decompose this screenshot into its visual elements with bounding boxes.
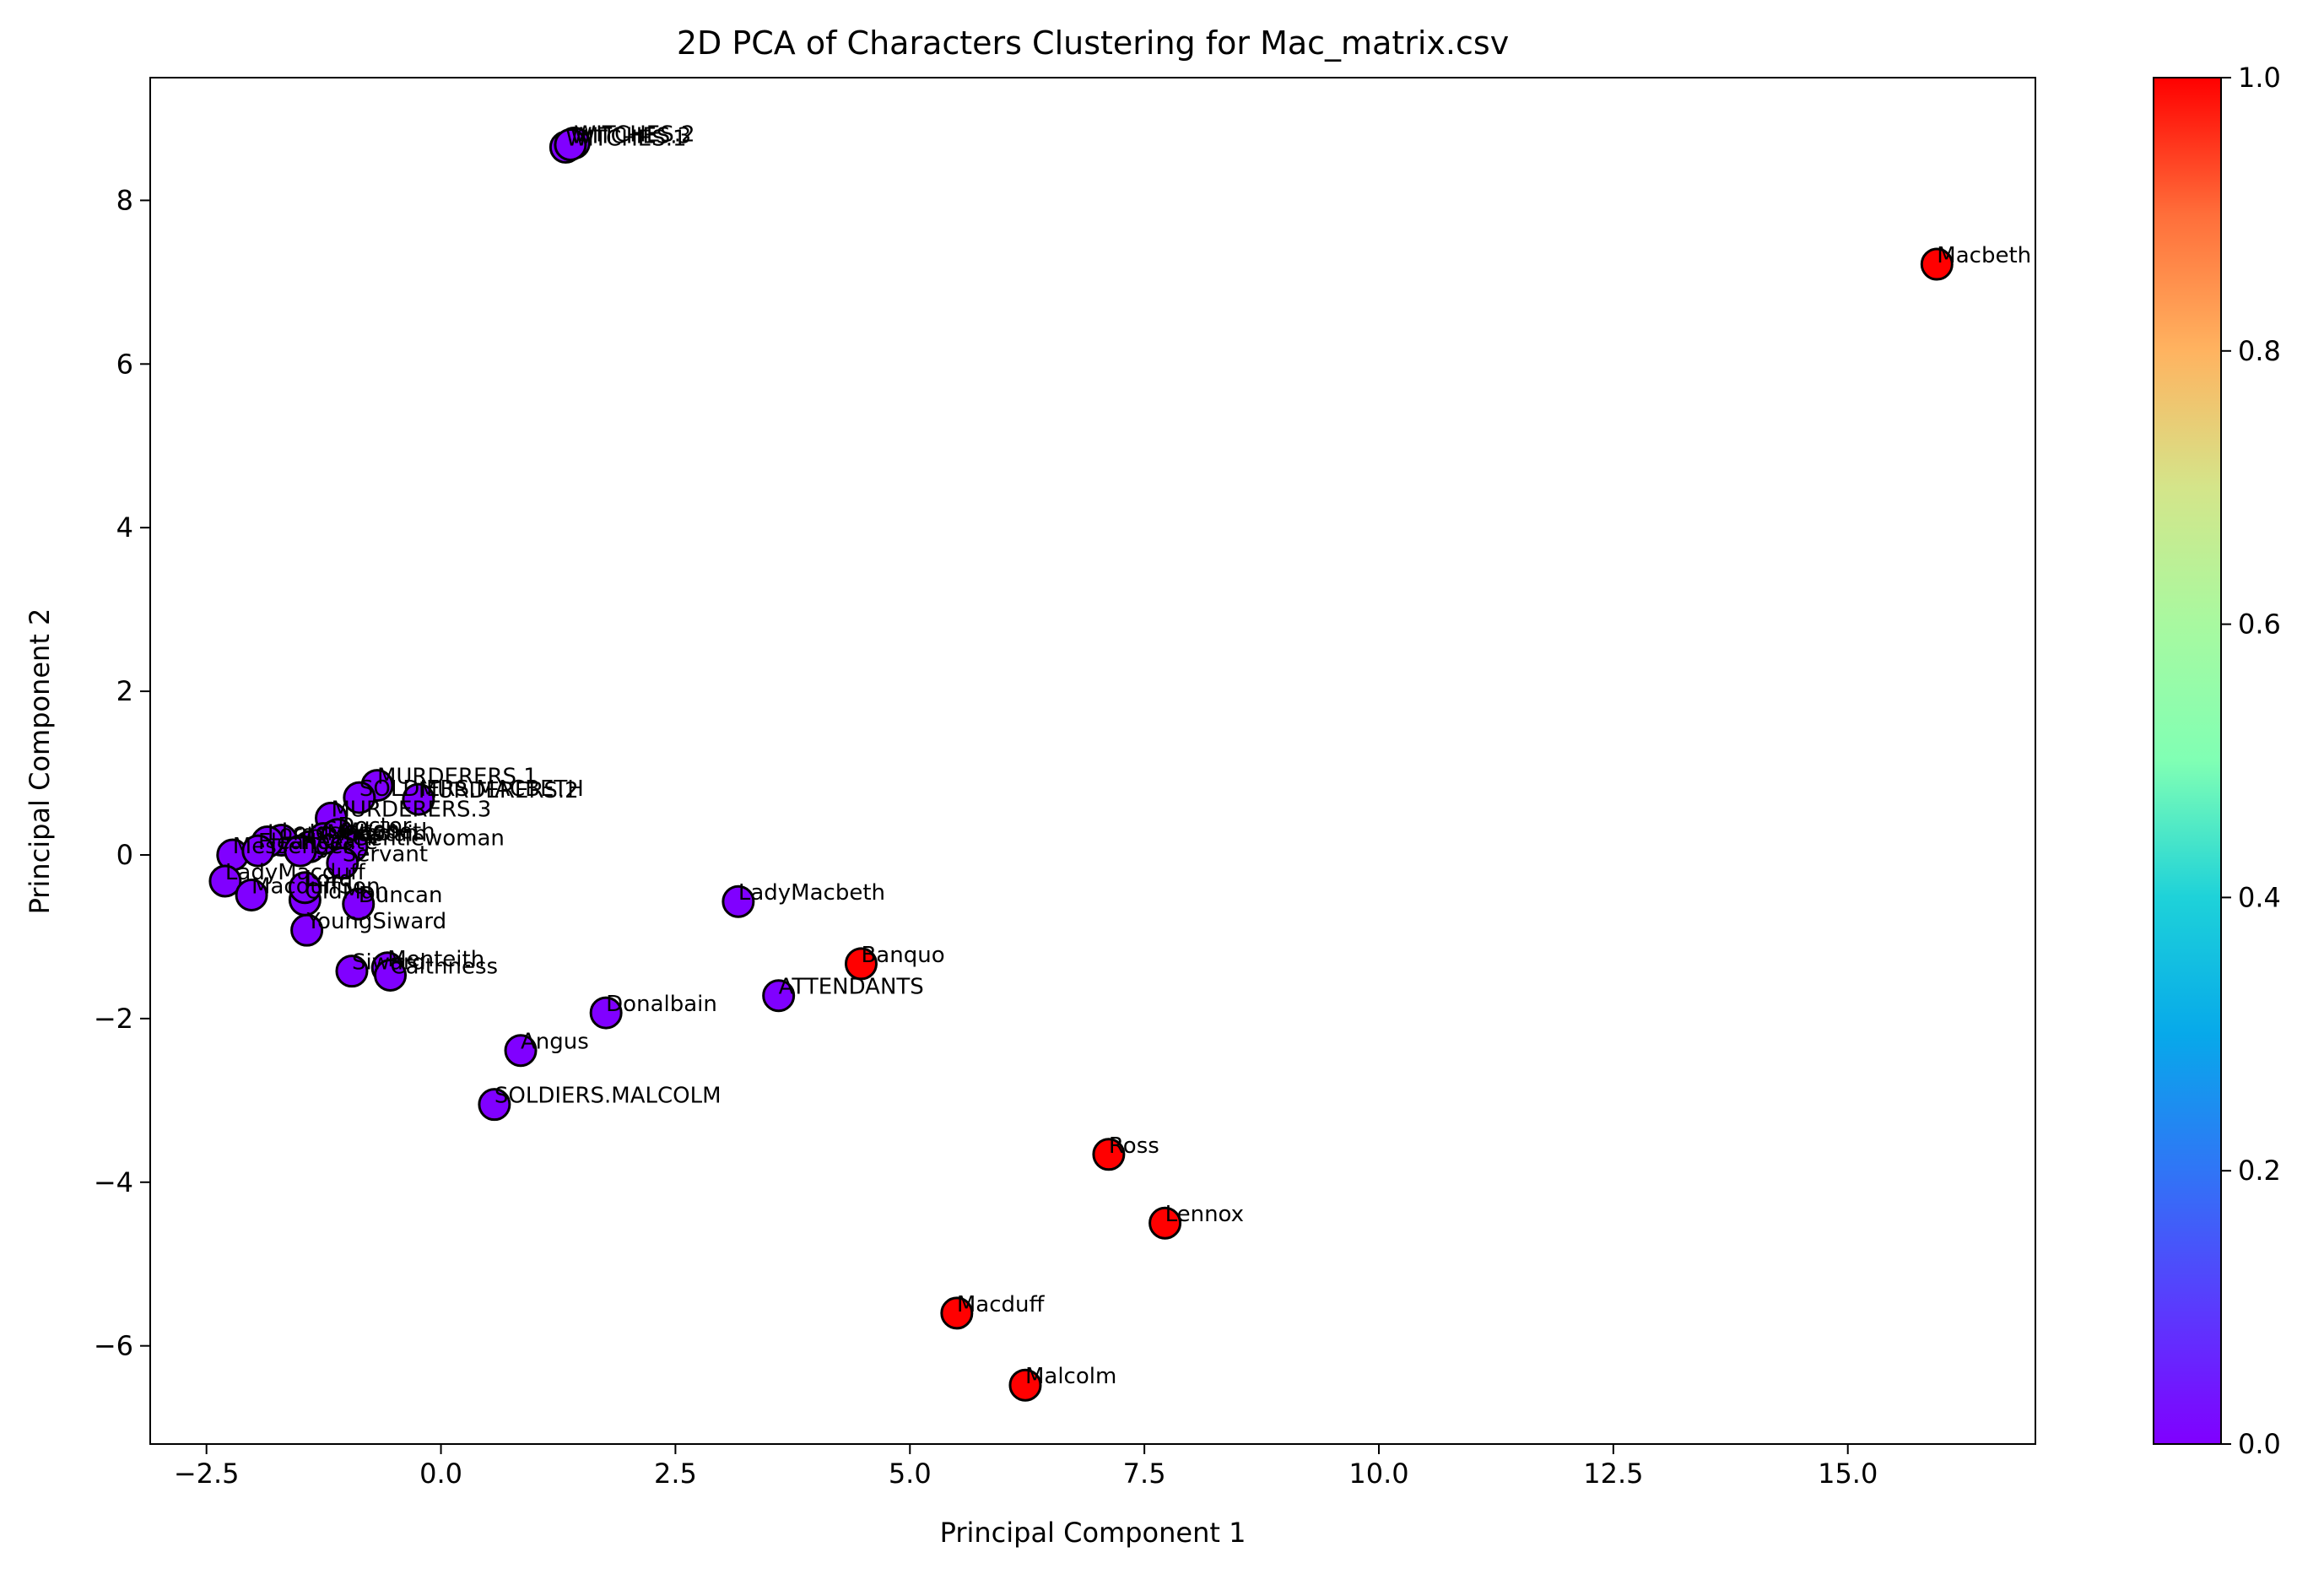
point-label: Siward <box>352 950 426 976</box>
data-point <box>288 871 322 905</box>
point-label: Hecate <box>300 830 378 855</box>
data-point <box>342 887 376 921</box>
x-tick-label: 7.5 <box>1123 1458 1166 1490</box>
points-layer <box>208 127 1954 1402</box>
y-tick-label: −2 <box>94 1003 133 1035</box>
point-label: Lennox <box>1165 1202 1244 1227</box>
data-point <box>589 996 623 1030</box>
point-label: Duncan <box>359 883 443 908</box>
x-tick-label: 12.5 <box>1583 1458 1643 1490</box>
colorbar-tick-label: 0.0 <box>2238 1428 2281 1460</box>
point-label: Fleance <box>258 830 343 855</box>
y-tick-label: 4 <box>116 511 133 544</box>
point-label: LadyMacduff <box>225 860 366 885</box>
data-point <box>374 958 408 992</box>
chart-title: 2D PCA of Characters Clustering for Mac_… <box>677 24 1509 62</box>
plot-area <box>149 77 2036 1445</box>
data-point <box>504 1034 538 1068</box>
point-label: SOLDIERS.MALCOLM <box>495 1084 722 1109</box>
data-point <box>402 782 435 816</box>
data-point <box>940 1296 974 1330</box>
data-point <box>343 781 376 814</box>
data-point <box>208 864 242 898</box>
data-point <box>1920 247 1954 281</box>
x-tick-label: 5.0 <box>889 1458 932 1490</box>
point-label: Lord <box>305 867 353 892</box>
point-label: Gentlewoman <box>352 825 505 851</box>
x-tick-label: 15.0 <box>1818 1458 1878 1490</box>
data-point <box>241 834 275 868</box>
data-point <box>762 979 796 1013</box>
point-label: MURDERERS.1 <box>377 765 538 790</box>
point-label: Ross <box>1109 1133 1159 1159</box>
data-point <box>235 878 268 911</box>
colorbar-tick-label: 0.4 <box>2238 881 2281 913</box>
point-label: Messenger <box>233 834 352 859</box>
point-label: MURDERERS.3 <box>332 797 492 822</box>
point-label: LadyMacbeth <box>738 880 885 906</box>
data-point <box>326 846 359 880</box>
y-tick-label: 8 <box>116 184 133 216</box>
point-label: WITCHES.1 <box>565 126 686 151</box>
colorbar-tick-label: 0.6 <box>2238 609 2281 641</box>
data-point <box>335 955 369 988</box>
point-label: Servant <box>343 842 428 868</box>
data-point <box>554 127 587 161</box>
point-label: MacduffSon <box>251 874 380 899</box>
colorbar <box>2153 77 2222 1445</box>
point-label: Menteith <box>387 947 484 972</box>
point-label: YoungSiward <box>306 909 446 934</box>
data-point <box>284 834 317 868</box>
point-label: Macduff <box>957 1292 1046 1317</box>
point-label: Donalbain <box>606 992 717 1017</box>
x-axis-label: Principal Component 1 <box>940 1517 1246 1549</box>
point-label: MURDERERS.2 <box>419 778 579 803</box>
point-label: Banquo <box>861 943 944 968</box>
x-tick-label: 10.0 <box>1348 1458 1408 1490</box>
data-point <box>722 884 755 918</box>
point-label: LordsMalcolm <box>268 820 419 846</box>
colorbar-axis: 0.0 0.2 0.4 0.6 0.8 1.0 <box>2221 62 2281 1460</box>
y-tick-label: 6 <box>116 348 133 380</box>
point-label: ATTENDANTS <box>779 975 924 1000</box>
point-label: Macbeth <box>1937 243 2031 268</box>
y-tick-label: 0 <box>116 839 133 871</box>
point-label: Angus <box>521 1030 589 1055</box>
point-label: Porter <box>310 825 376 851</box>
point-label: LordsMacbeth <box>282 819 435 845</box>
x-tick-label: 0.0 <box>419 1458 462 1490</box>
data-point <box>844 947 878 981</box>
data-point <box>1008 1368 1042 1402</box>
data-point <box>1148 1206 1182 1240</box>
point-label: SOLDIERS.MACBETH <box>359 776 584 802</box>
point-label: Seyton <box>324 818 400 843</box>
point-label: Malcolm <box>1025 1364 1116 1389</box>
point-label: Captain <box>343 821 427 846</box>
point-label: Caithness <box>391 954 499 979</box>
point-label: WITCHES.3 <box>570 123 691 149</box>
colorbar-tick-label: 0.2 <box>2238 1155 2281 1187</box>
y-axis: −6 −4 −2 0 2 4 6 8 <box>94 184 150 1362</box>
point-label: WITCHES.2 <box>574 122 694 148</box>
point-label: Doctor <box>338 814 411 839</box>
colorbar-tick-label: 0.8 <box>2238 335 2281 367</box>
x-tick-label: 2.5 <box>654 1458 697 1490</box>
y-tick-label: 2 <box>116 675 133 707</box>
point-label: OldMan <box>305 879 388 904</box>
y-tick-label: −6 <box>94 1330 133 1362</box>
data-point <box>1092 1138 1126 1171</box>
colorbar-tick-label: 1.0 <box>2238 62 2281 94</box>
data-point <box>478 1088 511 1122</box>
y-axis-label: Principal Component 2 <box>24 609 56 915</box>
x-axis: −2.5 0.0 2.5 5.0 7.5 10.0 12.5 15.0 <box>174 1444 1878 1490</box>
x-tick-label: −2.5 <box>174 1458 240 1490</box>
y-tick-label: −4 <box>94 1166 133 1198</box>
